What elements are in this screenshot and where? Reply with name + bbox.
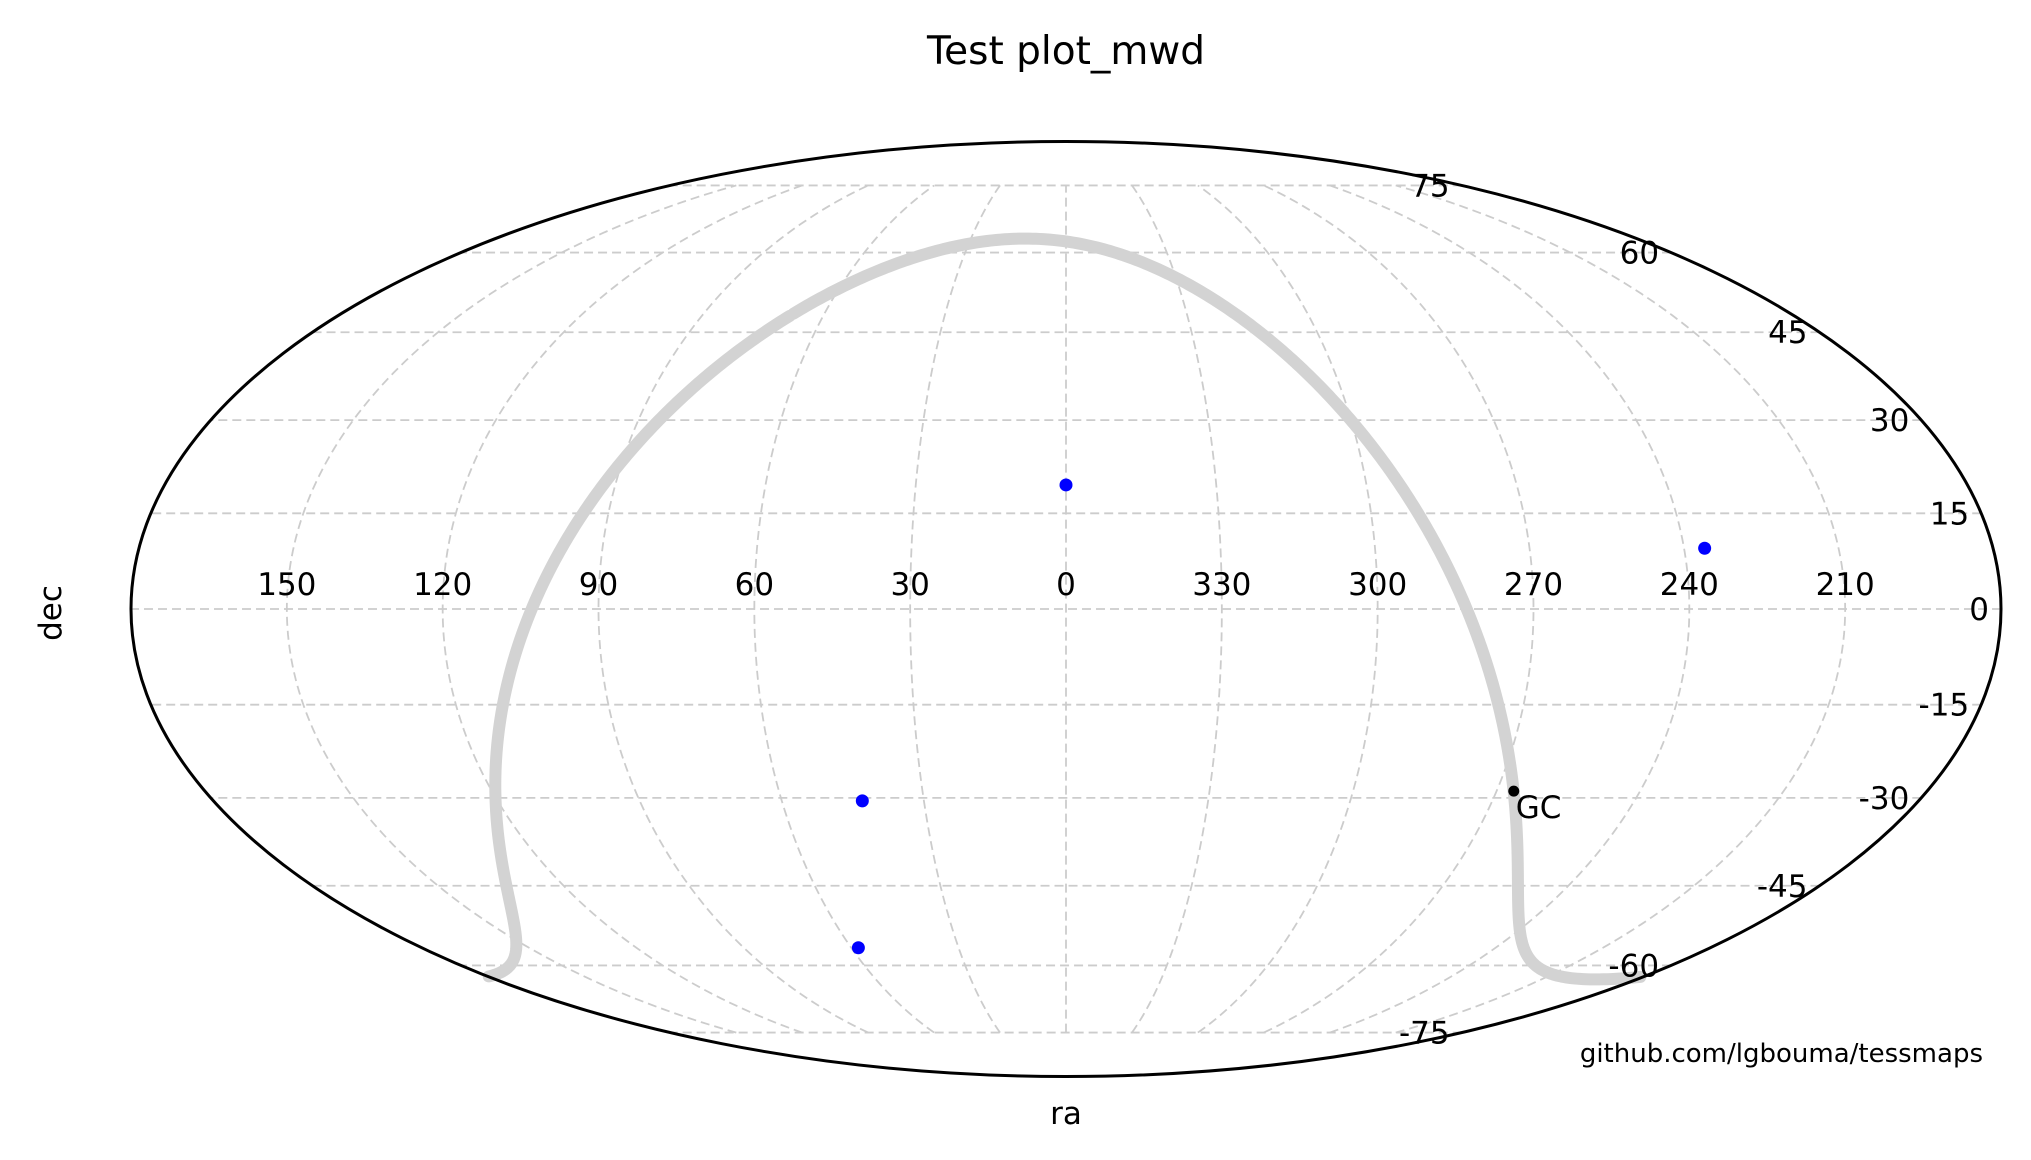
ra-tick-label: 30: [890, 567, 929, 603]
meridian-line: [441, 184, 803, 1034]
galactic-center-label: GC: [1516, 790, 1562, 826]
chart-title: Test plot_mwd: [926, 29, 1205, 74]
dec-tick-label: 30: [1870, 403, 1909, 439]
ra-tick-label: 90: [579, 567, 618, 603]
dec-tick-label: -75: [1399, 1016, 1450, 1052]
x-axis-label: ra: [1050, 1096, 1082, 1132]
data-point: [855, 794, 869, 808]
meridian-line: [753, 184, 935, 1034]
meridian-line: [1197, 184, 1379, 1034]
data-point: [1698, 541, 1712, 555]
ra-tick-label: 300: [1348, 567, 1407, 603]
galactic-center-marker: [1508, 785, 1520, 797]
y-axis-label: dec: [33, 585, 69, 641]
meridian-line: [597, 184, 869, 1034]
credit-text: github.com/lgbouma/tessmaps: [1580, 1039, 1983, 1069]
dec-tick-label: -15: [1919, 688, 1970, 724]
dec-tick-label: 0: [1969, 592, 1989, 628]
dec-tick-label: 45: [1768, 315, 1807, 351]
ra-tick-label: 60: [735, 567, 774, 603]
dec-tick-label: -60: [1608, 948, 1659, 984]
dec-tick-label: 60: [1620, 236, 1659, 272]
data-point: [851, 941, 865, 955]
ra-tick-label: 240: [1660, 567, 1719, 603]
dec-tick-label: 75: [1410, 168, 1449, 204]
ra-tick-label: 150: [257, 567, 316, 603]
data-point: [1059, 478, 1073, 492]
meridian-line: [1131, 184, 1223, 1034]
dec-tick-label: 15: [1930, 496, 1969, 532]
dec-tick-label: -30: [1859, 781, 1910, 817]
meridian-line: [909, 184, 1001, 1034]
tick-labels: 150 120 90 60 30 0 330 300 270 240 21075604530150-…: [257, 168, 1989, 1051]
meridian-line: [1329, 184, 1691, 1034]
ra-tick-label: 0: [1056, 567, 1076, 603]
galactic-plane-curve: [482, 232, 1647, 986]
graticule: [131, 184, 2001, 1034]
meridian-line: [1395, 184, 1847, 1034]
meridian-line: [1263, 184, 1535, 1034]
ra-tick-label: 330: [1192, 567, 1251, 603]
ra-tick-label: 270: [1504, 567, 1563, 603]
dec-tick-label: -45: [1757, 869, 1808, 905]
projection-boundary: [129, 140, 2003, 1078]
ra-tick-label: 120: [413, 567, 472, 603]
data-points: [851, 478, 1712, 955]
meridian-line: [285, 184, 737, 1034]
ra-tick-label: 210: [1816, 567, 1875, 603]
